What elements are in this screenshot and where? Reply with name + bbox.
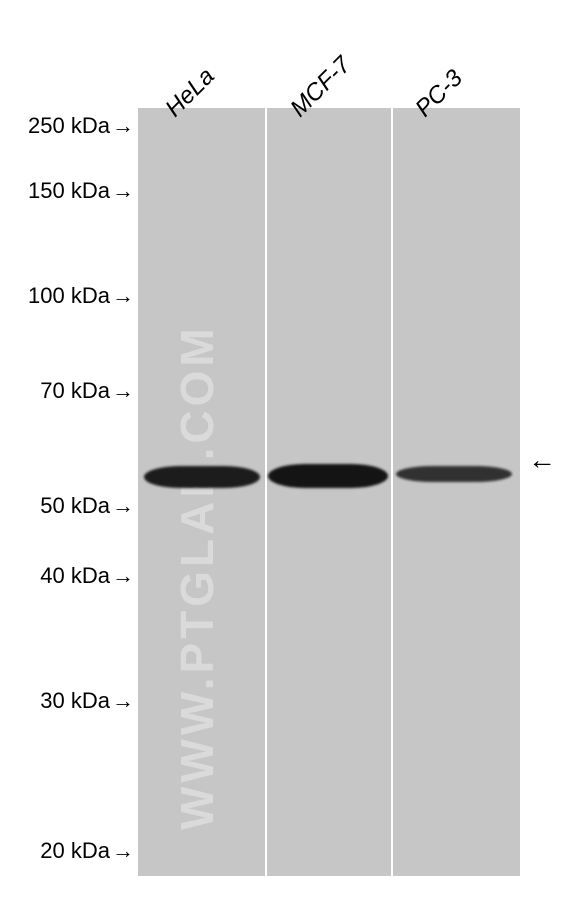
mw-marker-label: 70 kDa→ — [40, 378, 134, 404]
arrow-right-icon: → — [112, 688, 134, 714]
mw-marker-label: 40 kDa→ — [40, 563, 134, 589]
arrow-right-icon: → — [112, 113, 134, 139]
protein-band — [396, 466, 512, 482]
mw-marker-text: 70 kDa — [40, 378, 110, 403]
mw-marker-label: 20 kDa→ — [40, 838, 134, 864]
mw-marker-label: 100 kDa→ — [28, 283, 134, 309]
mw-marker-text: 20 kDa — [40, 838, 110, 863]
mw-marker-label: 30 kDa→ — [40, 688, 134, 714]
arrow-right-icon: → — [112, 178, 134, 204]
mw-marker-label: 150 kDa→ — [28, 178, 134, 204]
arrow-right-icon: → — [112, 838, 134, 864]
mw-marker-text: 100 kDa — [28, 283, 110, 308]
mw-marker-label: 250 kDa→ — [28, 113, 134, 139]
blot-membrane: WWW.PTGLAB.COM — [138, 108, 520, 876]
protein-band — [268, 464, 388, 488]
arrow-right-icon: → — [112, 378, 134, 404]
lane-divider — [391, 108, 393, 876]
mw-marker-text: 250 kDa — [28, 113, 110, 138]
arrow-right-icon: → — [112, 493, 134, 519]
mw-marker-text: 50 kDa — [40, 493, 110, 518]
lane-divider — [265, 108, 267, 876]
arrow-right-icon: → — [112, 563, 134, 589]
blot-container: WWW.PTGLAB.COM — [138, 108, 520, 876]
mw-marker-label: 50 kDa→ — [40, 493, 134, 519]
mw-marker-text: 150 kDa — [28, 178, 110, 203]
mw-marker-text: 30 kDa — [40, 688, 110, 713]
arrow-right-icon: → — [112, 283, 134, 309]
protein-band — [144, 466, 260, 488]
watermark-text: WWW.PTGLAB.COM — [170, 324, 224, 830]
mw-marker-text: 40 kDa — [40, 563, 110, 588]
target-band-arrow: ← — [528, 444, 556, 476]
